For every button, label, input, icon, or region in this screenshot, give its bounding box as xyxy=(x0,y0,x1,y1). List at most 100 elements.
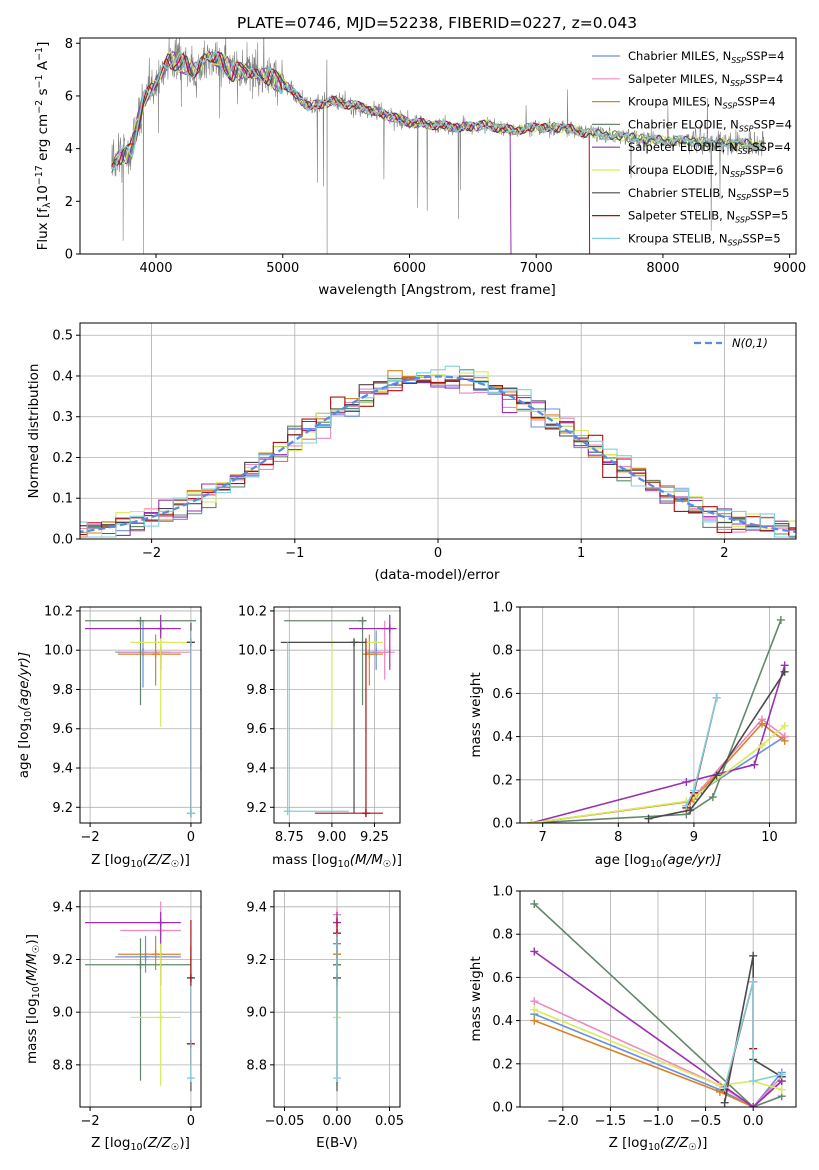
age-vs-mass-marker xyxy=(358,616,367,625)
age-vs-Z-point xyxy=(85,616,196,706)
massweight-vs-age-series-marker xyxy=(757,741,766,750)
age-vs-Z-ytick-label: 9.4 xyxy=(52,762,73,777)
massweight-vs-age-series-marker xyxy=(757,719,766,728)
legend-entry-count: SSP=5 xyxy=(751,186,790,200)
age-vs-Z-ylabel-part: age [log xyxy=(16,723,32,778)
mass-vs-Z-ylabel-part: ☉ xyxy=(31,945,42,954)
legend-entry-text: Chabrier ELODIE, N xyxy=(628,117,739,131)
age-vs-mass-xlabel: mass [log10(M/M☉)] xyxy=(272,852,402,870)
age-vs-mass-point xyxy=(283,642,349,816)
spectrum-ylabel-part: erg cm xyxy=(35,114,51,165)
spectrum-axes: 4000 5000 6000 7000 8000 9000 0 2 4 6 8 wavelength … xyxy=(34,37,806,298)
massweight-vs-Z-series-marker xyxy=(749,1077,758,1086)
mass-vs-Z-marker xyxy=(136,960,145,969)
age-vs-Z-ytick-label: 10.0 xyxy=(44,644,73,659)
age-vs-mass-xtick-label: 8.75 xyxy=(275,830,304,845)
mass-vs-ebv-xtick-label: −0.05 xyxy=(265,1114,305,1129)
massweight-vs-Z-series-marker xyxy=(777,1070,786,1079)
massweight-vs-Z-series-line xyxy=(723,981,782,1088)
massweight-vs-age-series-marker xyxy=(780,721,789,730)
age-vs-Z-xlabel-part: (Z/Z xyxy=(143,852,172,868)
massweight-vs-age-series-line xyxy=(531,718,786,823)
spectrum-model-line xyxy=(111,50,765,170)
legend-entry-text: Chabrier MILES, N xyxy=(628,49,731,63)
mass-vs-Z-xlabel: Z [log10(Z/Z☉)] xyxy=(91,1135,190,1153)
mass-vs-Z-xlabel-part: (Z/Z xyxy=(143,1135,172,1151)
residuals-xtick-label: 2 xyxy=(720,546,728,561)
legend-entry-subscript: SSP xyxy=(739,124,754,133)
age-vs-mass-ytick-label: 10.0 xyxy=(238,644,267,659)
massweight-vs-Z-xtick-label: −0.5 xyxy=(690,1114,722,1129)
residual-histogram-step xyxy=(80,365,796,538)
massweight-vs-Z-xtick-label: −2.0 xyxy=(547,1114,579,1129)
age-vs-mass-ytick-label: 9.4 xyxy=(246,762,267,777)
age-vs-mass-ytick-label: 9.2 xyxy=(246,801,267,816)
legend-entry: Chabrier MILES, NSSPSSP=4 xyxy=(628,49,784,65)
massweight-vs-age-series-marker xyxy=(780,667,789,676)
mass-vs-ebv-marker xyxy=(333,1074,341,1083)
age-vs-Z-xtick-label: 0 xyxy=(187,830,195,845)
massweight-vs-age-frame xyxy=(519,606,797,824)
spectrum-model-line xyxy=(111,50,512,254)
mass-vs-ebv-xlabel-part: E(B-V) xyxy=(316,1135,358,1151)
legend-entry-text: Salpeter ELODIE, N xyxy=(628,140,738,154)
massweight-vs-age-grid xyxy=(520,606,796,824)
legend-entry: Salpeter STELIB, NSSPSSP=5 xyxy=(628,209,788,225)
legend-entry-subscript: SSP xyxy=(730,79,745,88)
legend-entry: Chabrier STELIB, NSSPSSP=5 xyxy=(628,186,789,202)
massweight-vs-Z-ytick-label: 1.0 xyxy=(492,885,513,900)
mass-vs-Z-marker xyxy=(156,1013,165,1022)
legend-entry: Kroupa ELODIE, NSSPSSP=6 xyxy=(628,163,783,179)
mass-vs-Z-ylabel-part: (M/M xyxy=(24,953,40,986)
age-vs-Z-ylabel: age [log10(age/yr)] xyxy=(16,652,34,778)
residuals-xlabel: (data-model)/error xyxy=(374,567,500,583)
residuals-legend: N(0,1) xyxy=(694,336,768,350)
age-vs-mass-xlabel-part: ☉ xyxy=(383,859,392,870)
age-vs-Z-xlabel-part: 10 xyxy=(130,859,142,870)
massweight-vs-age-series-marker xyxy=(708,793,717,802)
massweight-vs-Z-series-marker xyxy=(530,1005,539,1014)
massweight-vs-age-ytick-label: 0.6 xyxy=(492,687,513,702)
mass-vs-ebv-ytick-label: 9.0 xyxy=(246,1006,267,1021)
residual-histogram-step xyxy=(80,375,796,538)
age-vs-Z-xlabel: Z [log10(Z/Z☉)] xyxy=(91,852,190,870)
legend-entry-count: SSP=5 xyxy=(742,231,781,245)
spectrum-ytick-label: 8 xyxy=(65,37,73,52)
spectrum-frame xyxy=(79,37,797,255)
massweight-vs-Z-xlabel-part: )] xyxy=(697,1135,708,1151)
massweight-vs-Z-xlabel-part: ☉ xyxy=(688,1142,697,1153)
normal-legend-label: N(0,1) xyxy=(732,336,768,350)
massweight-vs-Z-series-marker xyxy=(720,1098,729,1107)
residuals-plot-area xyxy=(80,365,796,538)
age-vs-mass-point xyxy=(284,616,367,706)
mass-vs-Z-xlabel-part: 10 xyxy=(130,1142,142,1153)
mass-vs-Z-point xyxy=(130,943,181,1086)
spectrum-xtick-label: 4000 xyxy=(139,261,172,276)
mass-vs-Z-xtick-label: −2 xyxy=(80,1114,99,1129)
massweight-vs-Z-series-line xyxy=(533,1013,783,1107)
age-vs-Z-ytick-label: 9.8 xyxy=(52,683,73,698)
age-vs-mass-ytick-label: 9.6 xyxy=(246,722,267,737)
massweight-vs-age-series-marker xyxy=(644,814,653,823)
massweight-vs-age-xlabel-part: 10 xyxy=(650,859,662,870)
mass-vs-Z-plot-area xyxy=(85,901,195,1092)
residuals-ytick-label: 0.4 xyxy=(52,369,73,384)
legend-entry: Chabrier ELODIE, NSSPSSP=4 xyxy=(628,117,792,133)
spectrum-plot-area xyxy=(111,38,765,254)
massweight-vs-Z-series-line xyxy=(533,950,783,1107)
massweight-vs-age-xtick-label: 7 xyxy=(539,830,547,845)
spectrum-xlabel: wavelength [Angstrom, rest frame] xyxy=(318,282,556,298)
mass-vs-Z-axes: −2 08.89.09.29.4Z [log10(Z/Z☉)]mass [log1… xyxy=(24,890,202,1153)
age-vs-mass-xtick-label: 9.00 xyxy=(317,830,346,845)
age-vs-mass-point xyxy=(348,614,397,670)
massweight-vs-age-ylabel-part: mass weight xyxy=(468,672,484,757)
massweight-vs-age-ytick-label: 0.0 xyxy=(492,817,513,832)
legend-entry: Salpeter ELODIE, NSSPSSP=4 xyxy=(628,140,791,156)
age-vs-mass-marker xyxy=(350,638,359,647)
age-vs-Z-ytick-label: 10.2 xyxy=(44,604,73,619)
massweight-vs-age-ytick-label: 0.4 xyxy=(492,730,513,745)
age-vs-mass-ytick-label: 9.8 xyxy=(246,683,267,698)
spectrum-model-line xyxy=(111,51,765,166)
massweight-vs-Z-series-line xyxy=(533,903,782,1107)
